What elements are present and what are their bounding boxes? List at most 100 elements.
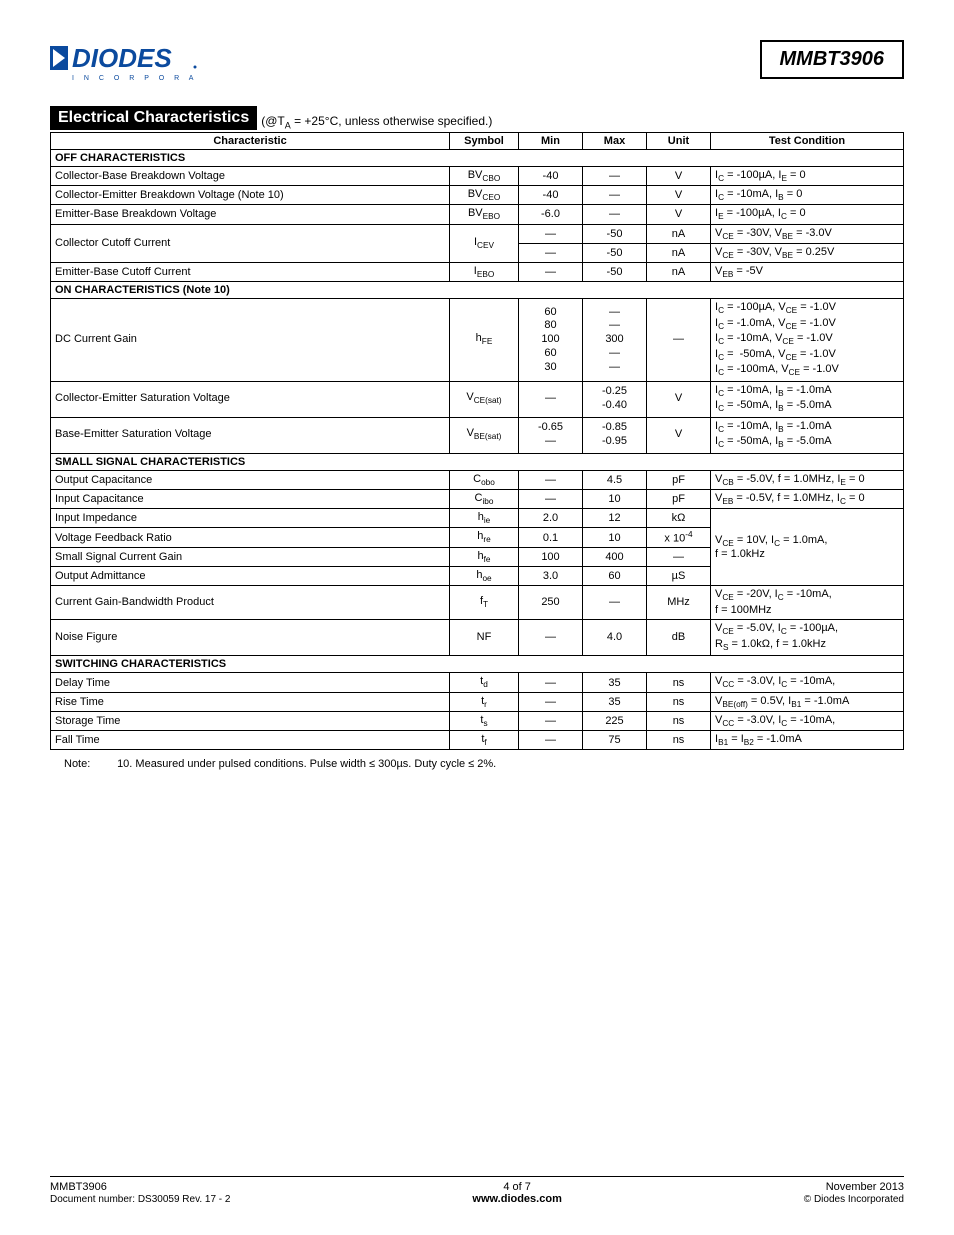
table-row: DC Current GainhFE60801006030——300———IC …	[51, 299, 904, 382]
cell-min: —	[519, 731, 583, 750]
cell-symbol: hfe	[450, 547, 519, 566]
cell-test: VEB = -5V	[711, 262, 904, 281]
page-header: DIODES I N C O R P O R A T E D MMBT3906	[50, 40, 904, 82]
section-title-note: (@TA = +25°C, unless otherwise specified…	[261, 114, 492, 130]
cell-unit: kΩ	[647, 509, 711, 528]
cell-unit: dB	[647, 620, 711, 656]
cell-test: VCE = 10V, IC = 1.0mA,f = 1.0kHz	[711, 509, 904, 586]
cell-symbol: tf	[450, 731, 519, 750]
cell-min: 3.0	[519, 567, 583, 586]
cell-max: —	[583, 167, 647, 186]
cell-characteristic: Small Signal Current Gain	[51, 547, 450, 566]
cell-unit: ns	[647, 731, 711, 750]
table-row: Emitter-Base Breakdown VoltageBVEBO-6.0—…	[51, 205, 904, 224]
cell-max: 35	[583, 692, 647, 711]
cell-min: —	[519, 224, 583, 243]
table-row: Delay Timetd—35nsVCC = -3.0V, IC = -10mA…	[51, 673, 904, 692]
section-header-cell: OFF CHARACTERISTICS	[51, 150, 904, 167]
cell-test: VCB = -5.0V, f = 1.0MHz, IE = 0	[711, 470, 904, 489]
cell-unit: —	[647, 547, 711, 566]
cell-min: -0.65—	[519, 417, 583, 453]
cell-max: ——300——	[583, 299, 647, 382]
cell-min: 2.0	[519, 509, 583, 528]
cell-test: VCC = -3.0V, IC = -10mA,	[711, 711, 904, 730]
cell-max: -0.85-0.95	[583, 417, 647, 453]
cell-symbol: hFE	[450, 299, 519, 382]
footer-page: 4 of 7	[503, 1181, 531, 1193]
cell-test: VCE = -30V, VBE = -3.0V	[711, 224, 904, 243]
page-footer: MMBT3906 Document number: DS30059 Rev. 1…	[50, 1176, 904, 1205]
cell-min: -40	[519, 167, 583, 186]
table-row: Fall Timetf—75nsIB1 = IB2 = -1.0mA	[51, 731, 904, 750]
cell-characteristic: Base-Emitter Saturation Voltage	[51, 417, 450, 453]
section-title: Electrical Characteristics	[50, 106, 257, 130]
table-row: Collector-Emitter Breakdown Voltage (Not…	[51, 186, 904, 205]
cell-test: VCC = -3.0V, IC = -10mA,	[711, 673, 904, 692]
cell-min: 0.1	[519, 528, 583, 548]
cell-unit: pF	[647, 470, 711, 489]
cell-unit: ns	[647, 711, 711, 730]
cell-symbol: ts	[450, 711, 519, 730]
footer-center: 4 of 7 www.diodes.com	[472, 1181, 561, 1205]
spec-table: Characteristic Symbol Min Max Unit Test …	[50, 132, 904, 750]
table-row: Current Gain-Bandwidth ProductfT250—MHzV…	[51, 586, 904, 620]
note: Note: 10. Measured under pulsed conditio…	[64, 758, 904, 770]
table-row: Storage Timets—225nsVCC = -3.0V, IC = -1…	[51, 711, 904, 730]
note-text: 10. Measured under pulsed conditions. Pu…	[117, 758, 496, 770]
cell-symbol: IEBO	[450, 262, 519, 281]
footer-docnum: Document number: DS30059 Rev. 17 - 2	[50, 1194, 230, 1205]
footer-copyright: © Diodes Incorporated	[804, 1194, 904, 1205]
table-section-header: SWITCHING CHARACTERISTICS	[51, 656, 904, 673]
cell-symbol: Cibo	[450, 489, 519, 508]
cell-symbol: hoe	[450, 567, 519, 586]
note-label: Note:	[64, 758, 114, 770]
cell-test: IE = -100µA, IC = 0	[711, 205, 904, 224]
table-section-header: ON CHARACTERISTICS (Note 10)	[51, 282, 904, 299]
cell-symbol: BVCEO	[450, 186, 519, 205]
cell-unit: V	[647, 381, 711, 417]
cell-symbol: BVEBO	[450, 205, 519, 224]
cell-max: 75	[583, 731, 647, 750]
cell-symbol: hie	[450, 509, 519, 528]
cell-characteristic: Collector-Emitter Saturation Voltage	[51, 381, 450, 417]
cell-max: -50	[583, 224, 647, 243]
logo: DIODES I N C O R P O R A T E D	[50, 40, 200, 82]
table-row: Input Impedancehie2.012kΩVCE = 10V, IC =…	[51, 509, 904, 528]
cell-symbol: BVCBO	[450, 167, 519, 186]
col-characteristic: Characteristic	[51, 133, 450, 150]
cell-unit: nA	[647, 243, 711, 262]
cell-max: -50	[583, 262, 647, 281]
cell-unit: µS	[647, 567, 711, 586]
table-header-row: Characteristic Symbol Min Max Unit Test …	[51, 133, 904, 150]
section-header-cell: SMALL SIGNAL CHARACTERISTICS	[51, 453, 904, 470]
table-row: Input CapacitanceCibo—10pFVEB = -0.5V, f…	[51, 489, 904, 508]
section-header-cell: SWITCHING CHARACTERISTICS	[51, 656, 904, 673]
cell-min: —	[519, 470, 583, 489]
cell-min: —	[519, 381, 583, 417]
cell-unit: ns	[647, 673, 711, 692]
cell-symbol: hre	[450, 528, 519, 548]
cell-characteristic: Voltage Feedback Ratio	[51, 528, 450, 548]
cell-characteristic: Collector Cutoff Current	[51, 224, 450, 262]
table-row: Base-Emitter Saturation VoltageVBE(sat)-…	[51, 417, 904, 453]
cell-test: VCE = -5.0V, IC = -100µA,RS = 1.0kΩ, f =…	[711, 620, 904, 656]
cell-max: 225	[583, 711, 647, 730]
cell-symbol: fT	[450, 586, 519, 620]
footer-part: MMBT3906	[50, 1181, 107, 1193]
cell-symbol: VBE(sat)	[450, 417, 519, 453]
section-header-cell: ON CHARACTERISTICS (Note 10)	[51, 282, 904, 299]
cell-unit: V	[647, 205, 711, 224]
table-row: Noise FigureNF—4.0dBVCE = -5.0V, IC = -1…	[51, 620, 904, 656]
cell-min: -40	[519, 186, 583, 205]
cell-min: 250	[519, 586, 583, 620]
cell-min: —	[519, 243, 583, 262]
table-row: Collector-Base Breakdown VoltageBVCBO-40…	[51, 167, 904, 186]
cell-unit: MHz	[647, 586, 711, 620]
logo-text: DIODES	[72, 43, 172, 73]
table-row: Collector-Emitter Saturation VoltageVCE(…	[51, 381, 904, 417]
logo-subtext: I N C O R P O R A T E D	[72, 75, 200, 82]
cell-unit: pF	[647, 489, 711, 508]
cell-characteristic: Storage Time	[51, 711, 450, 730]
cell-max: 35	[583, 673, 647, 692]
cell-max: 4.5	[583, 470, 647, 489]
